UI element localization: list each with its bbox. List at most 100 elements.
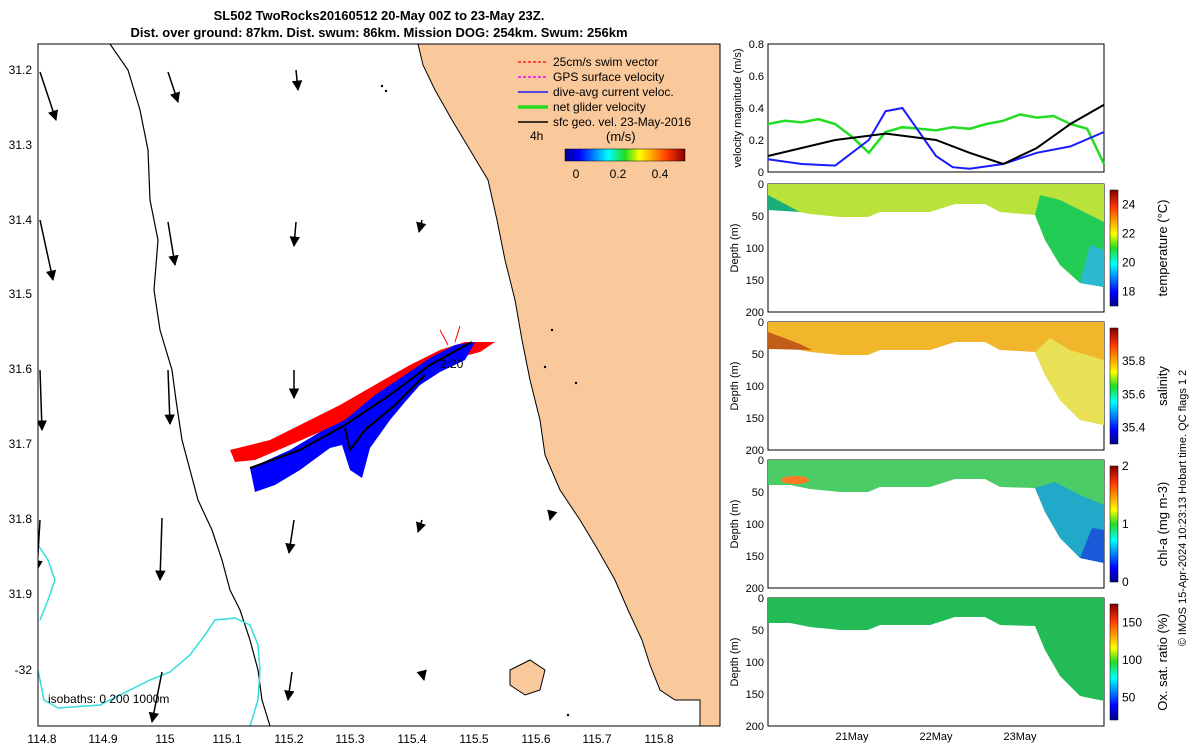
map-legend: 25cm/s swim vector GPS surface velocity … [518,55,691,181]
time-scale-label: 4h [530,129,543,143]
depth-axis-label: Depth (m) [729,224,741,273]
salinity-axes: 0 50 100 150 200 Depth (m) 35.4 35.6 35.8 salinit… [729,317,1170,457]
velocity-series-line [767,106,1105,170]
depth-axis-label: Depth (m) [729,362,741,411]
x-tick-label: 115.7 [582,732,611,746]
colorbar-label: salinity [1155,366,1170,406]
x-tick-label: 115.5 [459,732,488,746]
y-tick-label: 31.9 [9,587,33,601]
salinity-field [768,322,1104,425]
legend-label: 25cm/s swim vector [553,55,658,69]
temperature-surface [768,195,800,212]
map-x-ticks: 114.8 114.9 115 115.1 115.2 115.3 115.4 … [27,732,673,746]
colorbar-tick-label: 24 [1122,198,1136,212]
temperature-panel: 0 50 100 150 200 Depth (m) 18 20 22 24 temperature… [729,179,1170,319]
depth-tick-label: 100 [746,243,764,255]
depth-tick-label: 150 [746,551,764,563]
y-tick-label: 0.2 [749,135,764,147]
legend-label: net glider velocity [553,100,646,114]
imos-side-note: © IMOS 15-Apr-2024 10:23:13 Hobart time.… [1177,370,1189,647]
colorbar-label: chl-a (mg m-3) [1155,482,1170,567]
isobath-1000m [109,44,271,726]
legend-label: sfc geo. vel. 23-May-2016 [553,115,691,129]
legend-label: GPS surface velocity [553,70,664,84]
y-tick-label: 31.6 [9,362,33,376]
oxygen-field [768,598,1104,701]
depth-tick-label: 0 [758,455,764,467]
depth-tick-label: 200 [746,721,764,733]
section-colorbar [1109,603,1119,721]
x-tick-label: 115.3 [335,732,364,746]
depth-tick-label: 50 [752,625,764,637]
temperature-field [768,184,1104,287]
y-tick-label: 31.3 [9,138,33,152]
section-colorbar [1109,327,1119,445]
swim-vector [454,325,461,343]
colorbar-tick-label: 150 [1122,616,1142,630]
velocity-panel: 0 0.2 0.4 0.6 0.8 velocity magnitude (m/… [732,39,1106,179]
oxygen-axes: 0 50 100 150 200 Depth (m) 50 100 150 Ox. sat. ra… [729,593,1170,733]
depth-tick-label: 200 [746,583,764,595]
map-frame [37,43,721,727]
isobath-200m [38,544,261,726]
section-colorbar [1109,189,1119,307]
y-tick-label: -32 [15,663,33,677]
colorbar-tick-label: 0 [1122,575,1129,589]
colorbar-tick-label: 22 [1122,227,1136,241]
swim-vector [439,329,449,346]
x-tick-label: 115.8 [644,732,673,746]
y-tick-label: 0.6 [749,71,764,83]
x-tick-label: 21May [835,731,869,743]
x-tick-label: 22May [919,731,953,743]
depth-tick-label: 0 [758,593,764,605]
colorbar-tick-label: 35.8 [1122,354,1146,368]
y-tick-label: 31.4 [9,213,33,227]
chlorophyll-deep-low [1080,528,1104,563]
colorbar-tick-label: 35.4 [1122,420,1146,434]
depth-tick-label: 200 [746,307,764,319]
x-tick-label: 115 [155,732,174,746]
temperature-cold [1080,245,1104,287]
chlorophyll-field [768,460,1104,563]
depth-tick-label: 150 [746,413,764,425]
depth-tick-label: 50 [752,349,764,361]
y-tick-label: 31.8 [9,512,33,526]
depth-tick-label: 150 [746,275,764,287]
x-tick-label: 114.9 [88,732,117,746]
figure-title-line1: SL502 TwoRocks20160512 20-May 00Z to 23-… [214,8,545,23]
colorbar-tick-label: 20 [1122,256,1136,270]
speed-colorbar [564,148,686,162]
x-tick-label: 115.2 [274,732,303,746]
track-swath-red [230,342,495,462]
depth-tick-label: 100 [746,381,764,393]
depth-tick-label: 50 [752,487,764,499]
section-colorbar [1109,465,1119,583]
chlorophyll-panel: 0 50 100 150 200 Depth (m) 0 1 2 chl-a (mg m-3) [729,455,1170,595]
land-area [417,44,720,726]
velocity-plot-area [767,43,1105,173]
depth-tick-label: 100 [746,519,764,531]
salinity-fresh [1035,338,1104,425]
salinity-high [768,332,812,350]
y-tick-label: 31.2 [9,63,33,77]
depth-tick-label: 50 [752,211,764,223]
map-y-ticks: 31.2 31.3 31.4 31.5 31.6 31.7 31.8 31.9 … [9,63,33,677]
track-swath-blue [250,342,475,492]
colorbar-tick-label: 100 [1122,653,1142,667]
x-tick-label: 23May [1003,731,1037,743]
depth-tick-label: 150 [746,689,764,701]
colorbar-title: (m/s) [606,129,636,144]
temperature-axes: 0 50 100 150 200 Depth (m) 18 20 22 24 temperature… [729,179,1170,319]
depth-tick-label: 0 [758,317,764,329]
colorbar-tick-label: 35.6 [1122,387,1146,401]
isobaths-note: isobaths: 0 200 1000m [48,692,169,706]
track-time-label: 2:20 [440,357,464,371]
velocity-y-ticks: 0 0.2 0.4 0.6 0.8 [749,39,764,179]
x-tick-label: 115.4 [397,732,426,746]
figure-title-line2: Dist. over ground: 87km. Dist. swum: 86k… [130,25,627,40]
colorbar-tick-label: 50 [1122,691,1136,705]
y-tick-label: 0 [758,167,764,179]
oxygen-panel: 0 50 100 150 200 Depth (m) 50 100 150 Ox. sat. ra… [729,593,1170,743]
x-tick-label: 115.6 [521,732,550,746]
depth-axis-label: Depth (m) [729,638,741,687]
